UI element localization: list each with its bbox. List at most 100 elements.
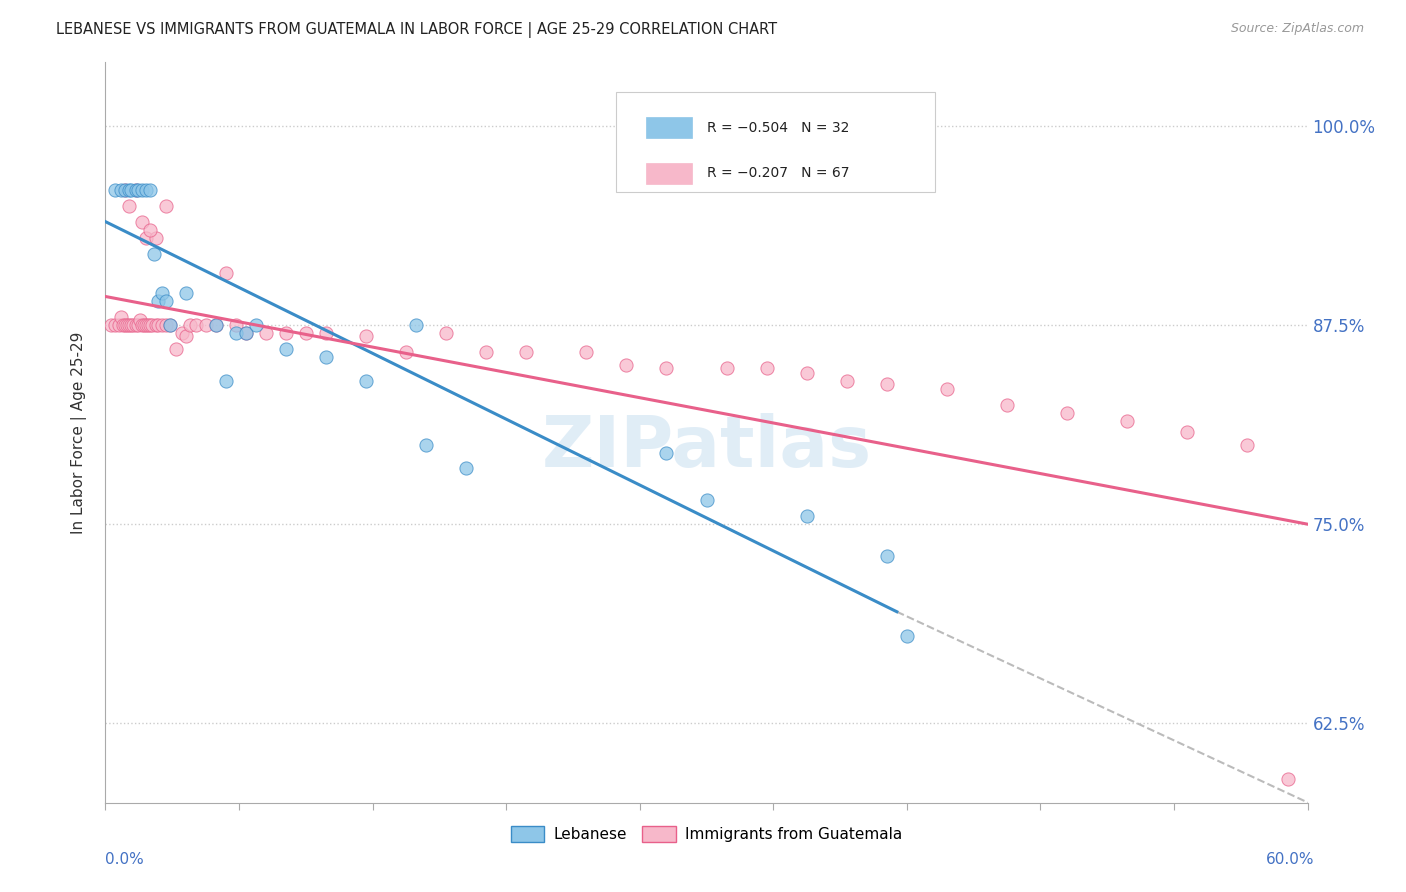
Text: 60.0%: 60.0%	[1267, 852, 1315, 867]
Point	[835, 374, 858, 388]
Point	[145, 230, 167, 244]
Point	[655, 361, 678, 376]
Point	[155, 294, 177, 309]
Point	[145, 318, 167, 333]
Point	[124, 318, 146, 333]
Point	[315, 326, 337, 340]
Point	[155, 318, 177, 333]
Point	[179, 318, 201, 333]
Point	[138, 183, 160, 197]
Text: 0.0%: 0.0%	[105, 852, 145, 867]
Point	[354, 374, 377, 388]
Text: LEBANESE VS IMMIGRANTS FROM GUATEMALA IN LABOR FORCE | AGE 25-29 CORRELATION CHA: LEBANESE VS IMMIGRANTS FROM GUATEMALA IN…	[56, 22, 778, 38]
Point	[405, 318, 427, 333]
Point	[655, 445, 678, 459]
Point	[124, 183, 146, 197]
Point	[117, 318, 139, 333]
Y-axis label: In Labor Force | Age 25-29: In Labor Force | Age 25-29	[70, 332, 87, 533]
Point	[131, 318, 153, 333]
Point	[395, 345, 418, 359]
Text: R = −0.207   N = 67: R = −0.207 N = 67	[707, 167, 849, 180]
Text: Source: ZipAtlas.com: Source: ZipAtlas.com	[1230, 22, 1364, 36]
Point	[1056, 406, 1078, 420]
Point	[174, 286, 197, 301]
Point	[138, 318, 160, 333]
Point	[100, 318, 122, 333]
Point	[696, 493, 718, 508]
Point	[716, 361, 738, 376]
Point	[204, 318, 226, 333]
Point	[114, 183, 136, 197]
Point	[204, 318, 226, 333]
Point	[796, 509, 818, 524]
Point	[1116, 414, 1139, 428]
Point	[274, 326, 297, 340]
Point	[515, 345, 537, 359]
Point	[1177, 425, 1199, 439]
Point	[165, 342, 187, 356]
Point	[104, 318, 127, 333]
Point	[132, 318, 155, 333]
Point	[896, 629, 918, 643]
Point	[150, 286, 173, 301]
Point	[142, 246, 165, 260]
Point	[235, 326, 257, 340]
Point	[159, 318, 181, 333]
Point	[354, 329, 377, 343]
Point	[274, 342, 297, 356]
Point	[434, 326, 457, 340]
Point	[159, 318, 181, 333]
Point	[1236, 437, 1258, 451]
Point	[995, 398, 1018, 412]
Bar	[647, 163, 692, 184]
Point	[124, 183, 146, 197]
Point	[214, 374, 236, 388]
Text: ZIPatlas: ZIPatlas	[541, 413, 872, 482]
Point	[170, 326, 193, 340]
Point	[214, 266, 236, 280]
Point	[1277, 772, 1299, 786]
Point	[245, 318, 267, 333]
Point	[796, 366, 818, 380]
Point	[118, 318, 141, 333]
Point	[315, 350, 337, 364]
Point	[475, 345, 498, 359]
Point	[108, 318, 131, 333]
Point	[254, 326, 277, 340]
Point	[456, 461, 478, 475]
Point	[114, 183, 136, 197]
Point	[135, 183, 157, 197]
Point	[876, 549, 898, 563]
Point	[155, 199, 177, 213]
Point	[146, 294, 169, 309]
Point	[118, 183, 141, 197]
Point	[114, 318, 136, 333]
Point	[135, 230, 157, 244]
Point	[141, 318, 163, 333]
Point	[415, 437, 437, 451]
Point	[184, 318, 207, 333]
Point	[174, 329, 197, 343]
Point	[121, 183, 143, 197]
Point	[225, 318, 247, 333]
Point	[150, 318, 173, 333]
Point	[110, 310, 132, 325]
Point	[128, 313, 150, 327]
Point	[122, 318, 145, 333]
Bar	[647, 117, 692, 138]
Text: R = −0.504   N = 32: R = −0.504 N = 32	[707, 120, 849, 135]
Point	[194, 318, 217, 333]
Point	[136, 318, 159, 333]
Point	[131, 183, 153, 197]
Point	[118, 199, 141, 213]
Point	[295, 326, 318, 340]
Point	[110, 183, 132, 197]
Point	[225, 326, 247, 340]
Point	[936, 382, 959, 396]
Legend: Lebanese, Immigrants from Guatemala: Lebanese, Immigrants from Guatemala	[505, 821, 908, 848]
FancyBboxPatch shape	[616, 92, 935, 192]
Point	[127, 183, 149, 197]
Point	[121, 318, 143, 333]
Point	[138, 222, 160, 236]
Point	[755, 361, 778, 376]
